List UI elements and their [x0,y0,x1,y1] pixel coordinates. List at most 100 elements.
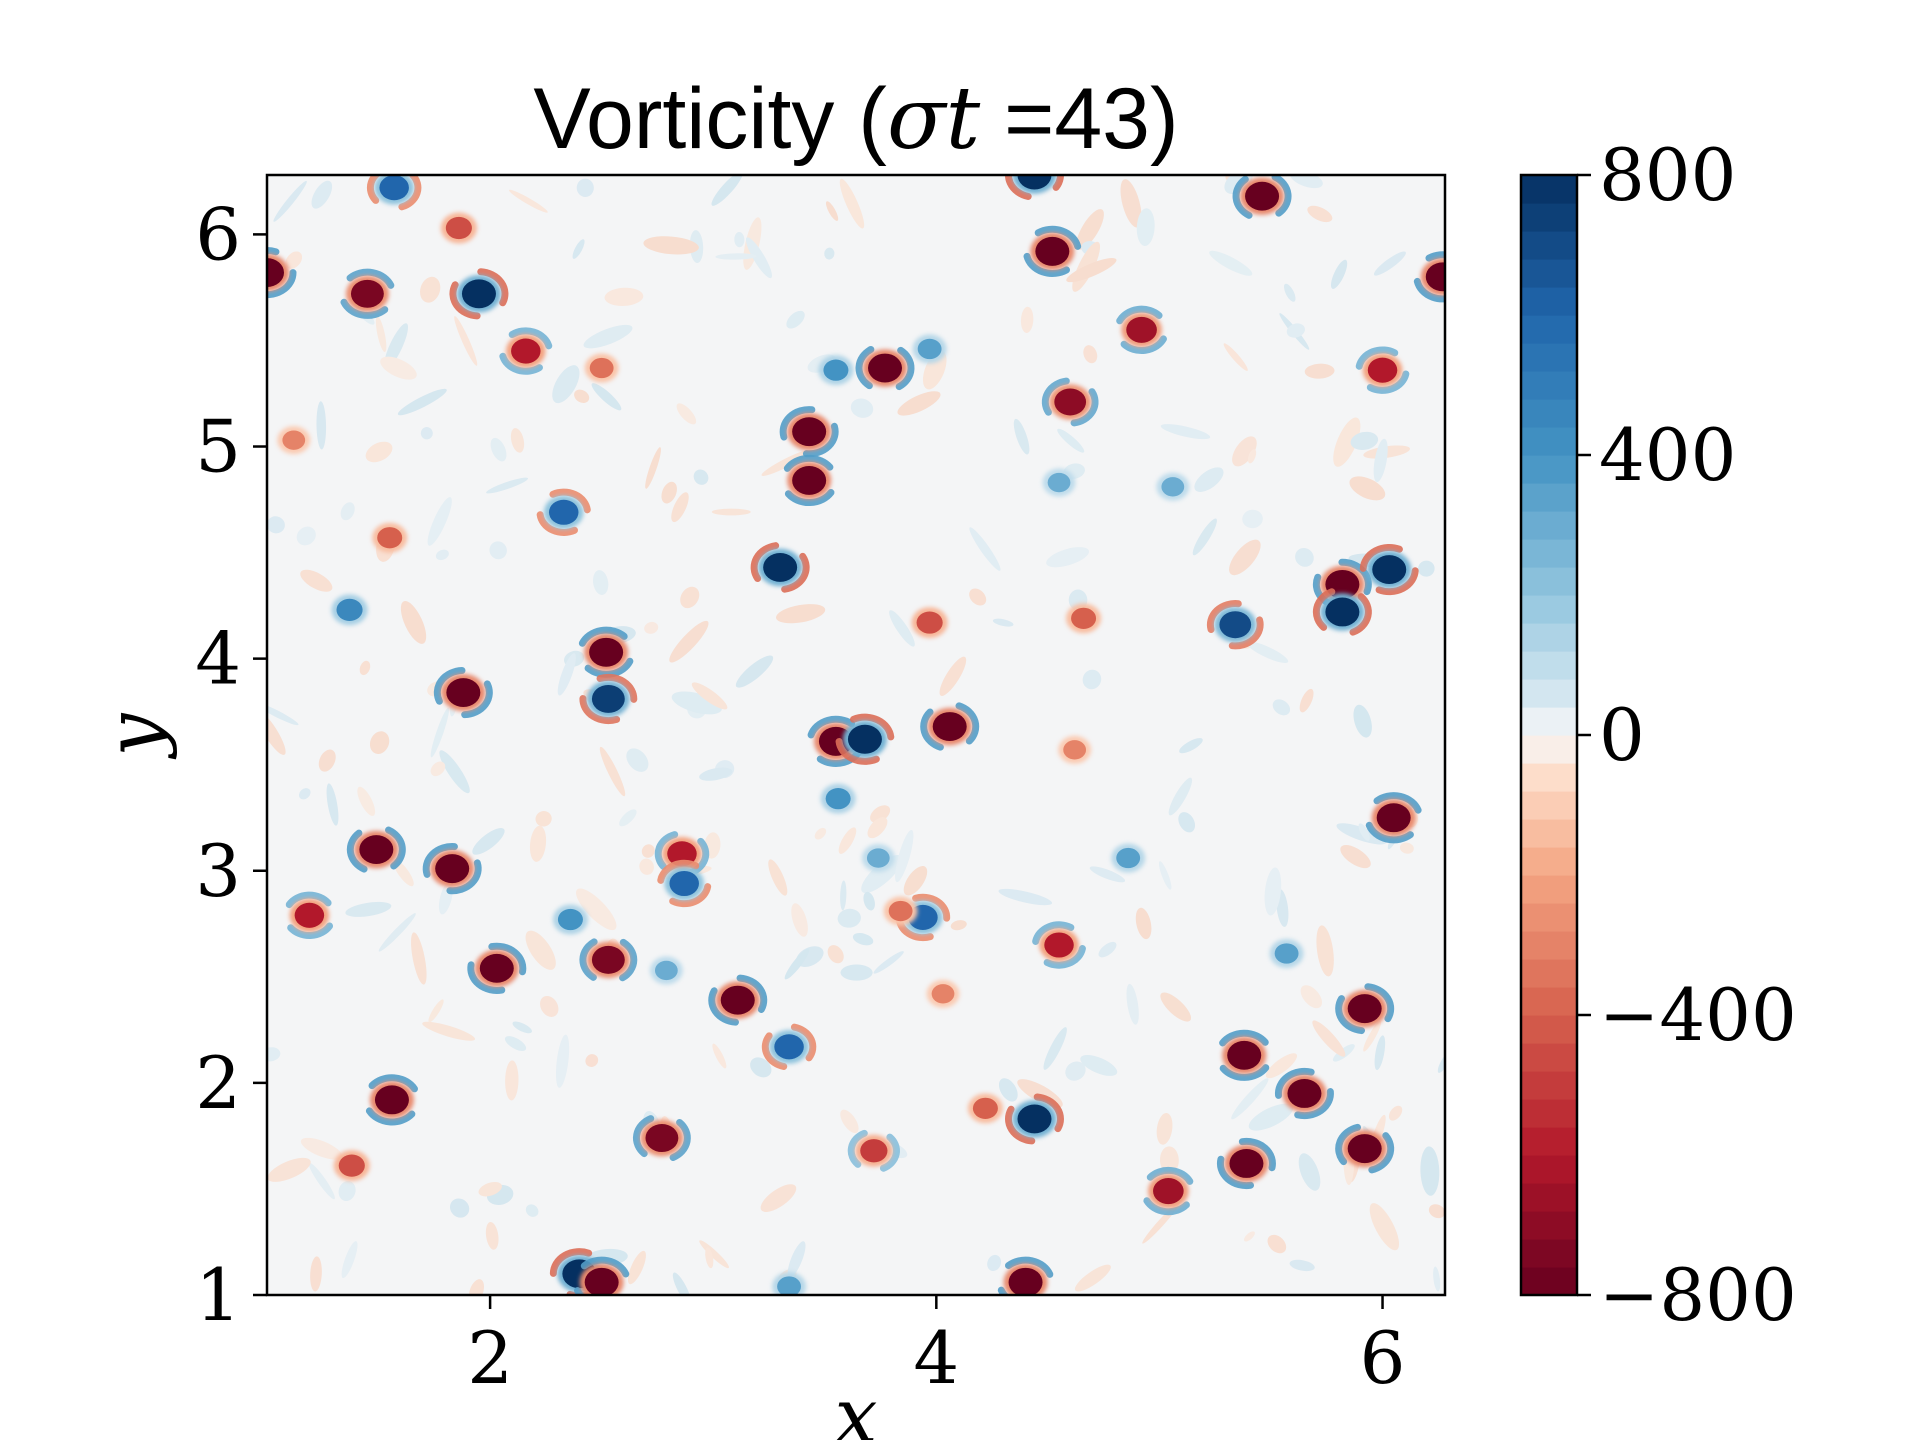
vortex [331,594,368,626]
vortex-core [932,712,967,741]
colorbar-level [1521,399,1577,428]
background-eddy [428,999,444,1023]
vortex-core [1287,1079,1322,1108]
vortex-core [1044,932,1074,958]
vortex-shield [847,1129,868,1168]
colorbar-level [1521,595,1577,624]
background-eddy [787,1241,806,1278]
vortex [1355,346,1410,394]
vortex-core [1425,262,1445,292]
background-eddy [987,1254,1002,1271]
background-eddy [671,492,689,523]
background-eddy [1046,547,1090,568]
vortex-shield [1359,544,1403,572]
colorbar-level [1521,371,1577,400]
background-eddy [1290,175,1323,189]
background-eddy [840,1109,859,1134]
background-eddy [592,570,609,595]
background-eddy [639,858,654,875]
background-eddy [1373,438,1388,483]
vortex [1413,251,1445,303]
background-eddy [505,1060,519,1101]
background-eddy [273,180,307,222]
background-eddy [604,287,644,306]
background-eddy [867,817,888,839]
background-eddy [1307,205,1333,223]
background-eddy [1156,1112,1173,1145]
background-eddy [512,1021,532,1034]
vortex-core [866,848,890,868]
background-eddy [369,731,390,754]
vortex-shield [340,298,389,319]
vortex [1312,588,1372,636]
y-tick-label: 6 [195,192,241,276]
background-eddy [837,908,861,928]
vortex-shield [346,268,395,289]
background-eddy [1243,1231,1255,1242]
background-eddy [969,588,987,606]
vortex-shield [1312,588,1336,631]
background-eddy [1074,1264,1111,1292]
background-eddy [840,964,873,981]
background-eddy [1265,1053,1298,1079]
background-eddy [267,516,285,534]
background-eddy [992,618,1014,627]
vortex-core [1161,477,1185,497]
vortex [997,1256,1054,1295]
vortex-shield [1032,921,1075,945]
vortex-shield [461,680,493,719]
vortex-core [931,984,955,1004]
vortex-core [868,353,903,383]
background-eddy [486,477,529,494]
background-eddy [359,660,371,676]
background-eddy [357,786,376,816]
colorbar-level [1521,455,1577,484]
vortex-shield [267,246,280,256]
colorbar-level [1521,1099,1577,1128]
vortex-shield [632,1115,655,1158]
vortex [1111,843,1146,873]
background-eddy [1020,306,1034,333]
background-eddy [693,469,709,485]
vortex [967,1093,1003,1124]
background-eddy [1363,1020,1382,1052]
background-eddy [378,913,416,952]
background-eddy [1284,283,1296,302]
vortex-core [1376,803,1411,833]
colorbar-level [1521,735,1577,764]
background-eddy [411,932,427,985]
background-eddy [576,178,594,197]
vortex [1269,939,1304,968]
background-eddy [583,324,633,349]
vortex [1042,468,1076,497]
background-eddy [267,1047,281,1062]
colorbar-level [1521,1071,1577,1100]
vortex [779,406,839,458]
colorbar [1521,175,1577,1296]
vortex-shield [477,268,509,307]
background-eddy [644,621,659,634]
vortex-shield [433,667,466,705]
background-eddy [380,356,417,380]
background-eddy [1076,209,1104,250]
background-eddy [300,1137,343,1160]
vortex [783,454,835,507]
vortex-core [338,1154,365,1177]
vortex-core [1274,943,1299,964]
background-eddy [784,948,810,980]
background-eddy [535,811,552,827]
background-eddy [1246,641,1289,663]
vortex-shield [1005,1256,1054,1278]
vortex-shield [1219,1064,1270,1081]
y-tick-label: 2 [195,1041,241,1125]
background-eddy [449,1198,470,1218]
background-eddy [1399,842,1414,854]
vortex [1058,735,1092,764]
colorbar-level [1521,539,1577,568]
vortex-core [591,945,625,974]
y-axis: 1 2 3 4 5 6 [195,192,267,1337]
vortex [847,1129,900,1172]
vortex-shield [1228,616,1264,650]
vortex-shield [912,893,951,922]
vortex [340,268,395,319]
